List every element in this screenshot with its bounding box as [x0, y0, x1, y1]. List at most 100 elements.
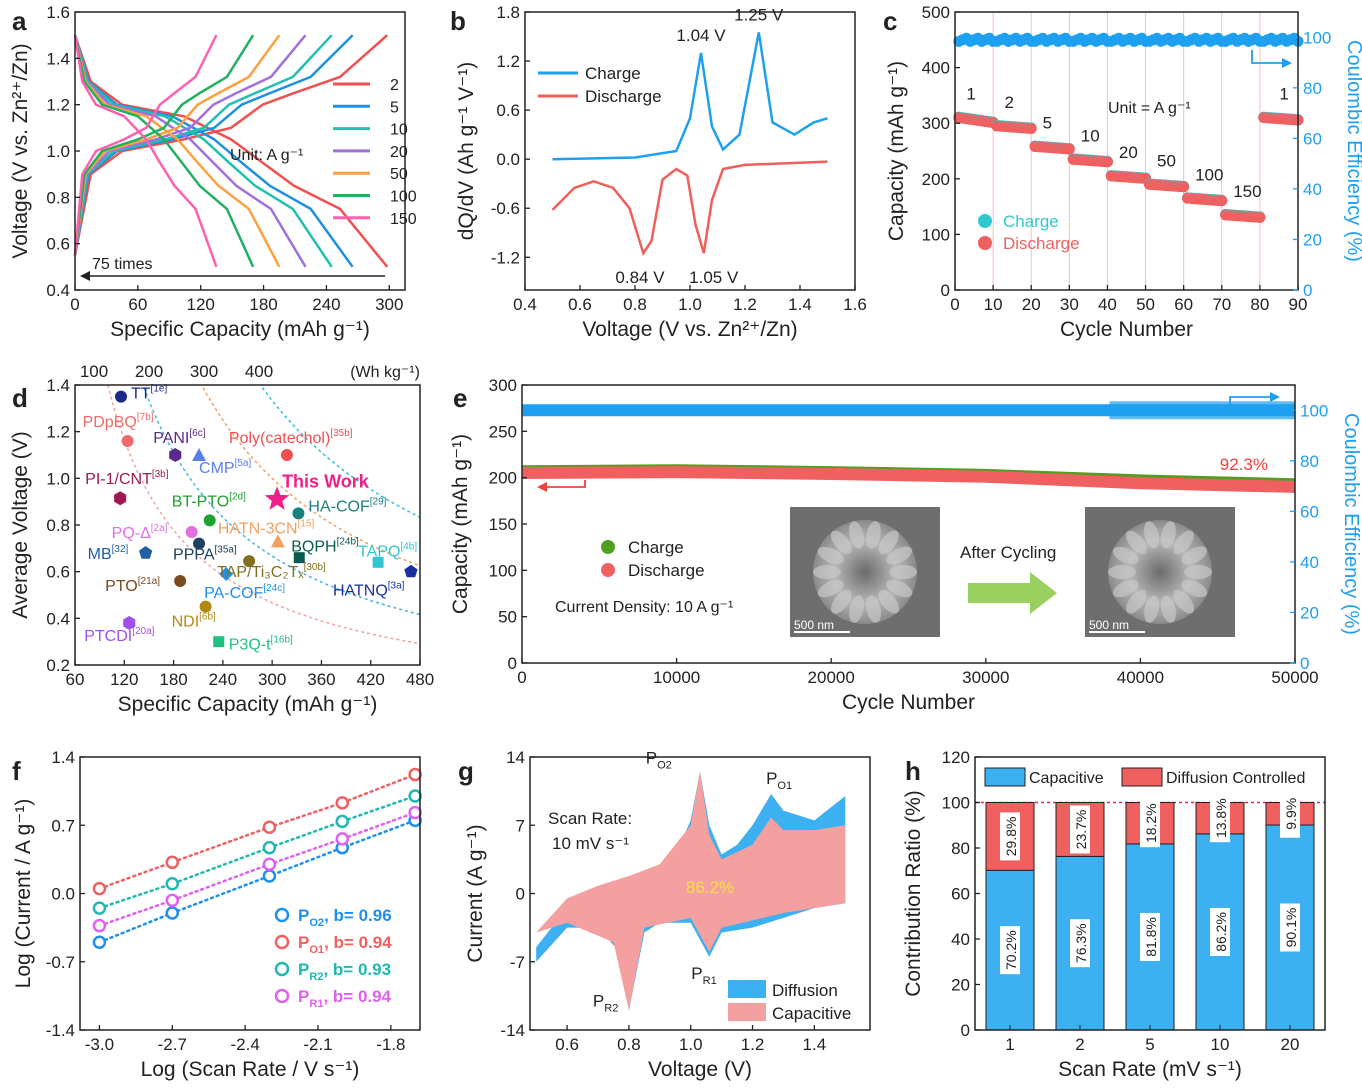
y-tick-label: -1.4: [46, 1021, 75, 1040]
bar-label-box: [1000, 812, 1020, 861]
marker-square: [372, 556, 384, 568]
plot-area: [953, 12, 1304, 290]
y-tick-label: -7: [510, 953, 525, 972]
energy-density-line: [107, 384, 421, 645]
legend-label: 20: [390, 144, 408, 161]
y-tick-label: 100: [922, 225, 950, 244]
plot-frame: [524, 11, 856, 291]
bar-label: 13.8%: [1213, 798, 1229, 838]
legend-swatch: [984, 767, 1026, 787]
marker-pentagon: [404, 564, 418, 578]
rate-label: 100: [1195, 165, 1223, 184]
data-point: [165, 906, 180, 920]
legend-swatch: [728, 980, 766, 998]
bar-label-box: [1070, 919, 1090, 968]
y-tick-label: 0: [961, 1021, 970, 1040]
y2-tick-label: 100: [1300, 401, 1328, 420]
marker-circle: [193, 537, 206, 550]
annotation: 75 times: [92, 256, 152, 273]
x-tick-label: 300: [258, 670, 286, 689]
capacitive-ratio-label: 86.2%: [686, 878, 734, 897]
marker-circle: [292, 507, 305, 520]
data-point: [92, 935, 107, 949]
y-tick-label: 150: [489, 515, 517, 534]
legend-label: 50: [390, 166, 408, 183]
data-point: [262, 840, 277, 855]
x-tick-label: 420: [357, 670, 385, 689]
bar-label: 29.8%: [1003, 817, 1019, 857]
legend-label: Charge: [585, 64, 641, 83]
point-label: TAP/Ti₃C₂Tₓ[30b]: [217, 562, 326, 581]
panel-letter: d: [12, 383, 28, 413]
x-tick-label: 70: [1212, 295, 1231, 314]
petal: [878, 530, 899, 555]
y-axis-title: Average Voltage (V): [9, 431, 32, 619]
data-point: [165, 855, 180, 870]
x-tick-label: 50: [1136, 295, 1155, 314]
petal: [1112, 546, 1139, 565]
petal: [848, 521, 865, 549]
marker-diamond: [219, 567, 234, 581]
x-tick-label: 360: [307, 670, 335, 689]
data-point: [92, 918, 107, 933]
petal: [1181, 546, 1208, 565]
fit-line: [98, 773, 417, 890]
rate-label: 20: [1119, 143, 1138, 162]
legend-label: Discharge: [1003, 234, 1080, 253]
point-label: MB[32]: [88, 544, 129, 563]
y-tick-label: 0.8: [46, 188, 70, 207]
charge-curve-2: [73, 34, 389, 256]
panel-c: 0 10 20 30 40 50 60 70 80 90010020030040050002040…: [883, 3, 1362, 341]
point-label: HATN-3CN[15]: [218, 518, 315, 537]
legend-marker: [978, 236, 992, 250]
y-axis-title: Voltage (V vs. Zn²⁺/Zn): [9, 43, 32, 258]
y-tick-label: 100: [942, 794, 970, 813]
point-label: TT[1e]: [131, 384, 167, 403]
y-tick-label: -14: [500, 1021, 525, 1040]
x-tick-label: -3.0: [85, 1035, 114, 1054]
point-label: PPPA[35a]: [173, 545, 237, 564]
peak-label: PO1: [766, 769, 792, 792]
bar-label: 9.9%: [1283, 798, 1299, 830]
petal: [866, 521, 881, 549]
petal: [817, 579, 844, 598]
bar-label-box: [1140, 912, 1160, 961]
petal: [831, 589, 852, 614]
energy-tick-label: 100: [80, 362, 108, 381]
x-tick-label: -2.7: [158, 1035, 187, 1054]
x-tick-label: 1.6: [843, 295, 867, 314]
y2-tick-label: 100: [1303, 28, 1331, 47]
legend-marker: [274, 907, 290, 923]
x-tick-label: 60: [66, 670, 85, 689]
curve-charge: [552, 32, 828, 161]
bar-label: 86.2%: [1213, 912, 1229, 952]
y-tick-label: 0.0: [51, 885, 75, 904]
discharge-point: [1178, 181, 1190, 193]
rate-label: 5: [1043, 114, 1052, 133]
bar-label-box: [1210, 794, 1230, 843]
petal: [886, 546, 913, 565]
marker-hexagon: [123, 616, 136, 630]
retention-label: 92.3%: [1220, 455, 1268, 474]
energy-tick-label: 200: [135, 362, 163, 381]
arrow-left-icon: [537, 482, 547, 492]
rate-label: 1: [966, 85, 975, 104]
x-tick-label: -1.8: [376, 1035, 405, 1054]
arrow-right-icon: [1270, 392, 1280, 402]
petal: [817, 546, 844, 565]
y-tick-label: 60: [951, 885, 970, 904]
charge-curve-10: [73, 34, 333, 256]
marker-hexagon: [169, 448, 182, 462]
y-tick-label: 300: [922, 114, 950, 133]
arrow-right-icon: [968, 572, 1057, 614]
data-point: [92, 901, 107, 915]
scan-rate-label: Scan Rate:: [548, 809, 632, 828]
y-tick-label: 400: [922, 59, 950, 78]
arrow-line: [1229, 396, 1272, 410]
point-label: TAPQ[4b]: [358, 541, 417, 560]
legend-marker: [274, 934, 290, 950]
petal: [878, 589, 900, 614]
plot-area: 70.2% 29.8% 76.3% 23.7% 81.8% 18.2% 86.2% 13.8%…: [975, 789, 1325, 1031]
x-tick-label: 180: [159, 670, 187, 689]
